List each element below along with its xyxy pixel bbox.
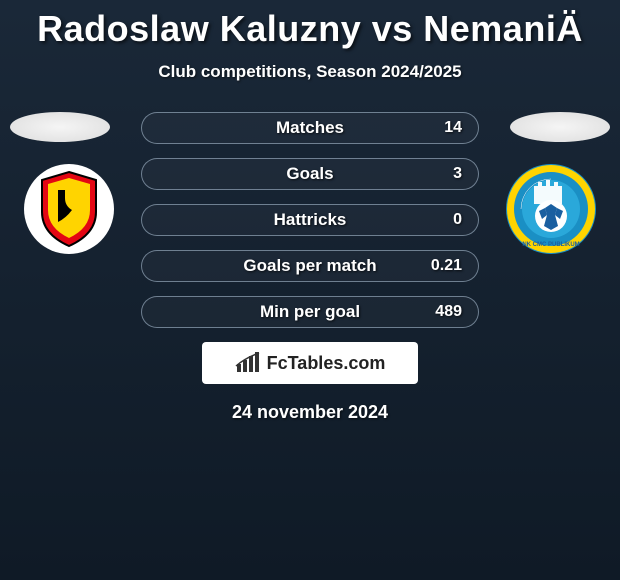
stat-label: Min per goal: [260, 302, 360, 322]
content-area: NK CMC PUBLIKUM Matches 14 Goals 3 Hattr…: [0, 112, 620, 423]
stat-row-hattricks: Hattricks 0: [141, 204, 479, 236]
stat-value: 489: [435, 303, 462, 321]
stat-label: Matches: [276, 118, 344, 138]
stat-value: 14: [444, 119, 462, 137]
player-avatar-left: [10, 112, 110, 142]
stat-value: 3: [453, 165, 462, 183]
club-logo-left: [24, 164, 114, 254]
page-subtitle: Club competitions, Season 2024/2025: [0, 62, 620, 82]
shield-icon: [34, 170, 104, 248]
stat-row-matches: Matches 14: [141, 112, 479, 144]
stat-row-goals: Goals 3: [141, 158, 479, 190]
club-badge-icon: NK CMC PUBLIKUM: [506, 164, 596, 254]
brand-box[interactable]: FcTables.com: [202, 342, 418, 384]
player-avatar-right: [510, 112, 610, 142]
stat-label: Goals per match: [243, 256, 376, 276]
date-label: 24 november 2024: [0, 402, 620, 423]
stat-value: 0.21: [431, 257, 462, 275]
stat-label: Goals: [286, 164, 333, 184]
stats-container: Matches 14 Goals 3 Hattricks 0 Goals per…: [141, 112, 479, 328]
stat-row-mpg: Min per goal 489: [141, 296, 479, 328]
page-title: Radoslaw Kaluzny vs NemaniÄ: [0, 0, 620, 50]
club-logo-right: NK CMC PUBLIKUM: [506, 164, 596, 254]
stat-label: Hattricks: [274, 210, 347, 230]
stat-value: 0: [453, 211, 462, 229]
stat-row-gpm: Goals per match 0.21: [141, 250, 479, 282]
svg-text:NK CMC PUBLIKUM: NK CMC PUBLIKUM: [522, 242, 579, 248]
bar-chart-icon: [235, 352, 261, 374]
brand-label: FcTables.com: [267, 353, 386, 374]
